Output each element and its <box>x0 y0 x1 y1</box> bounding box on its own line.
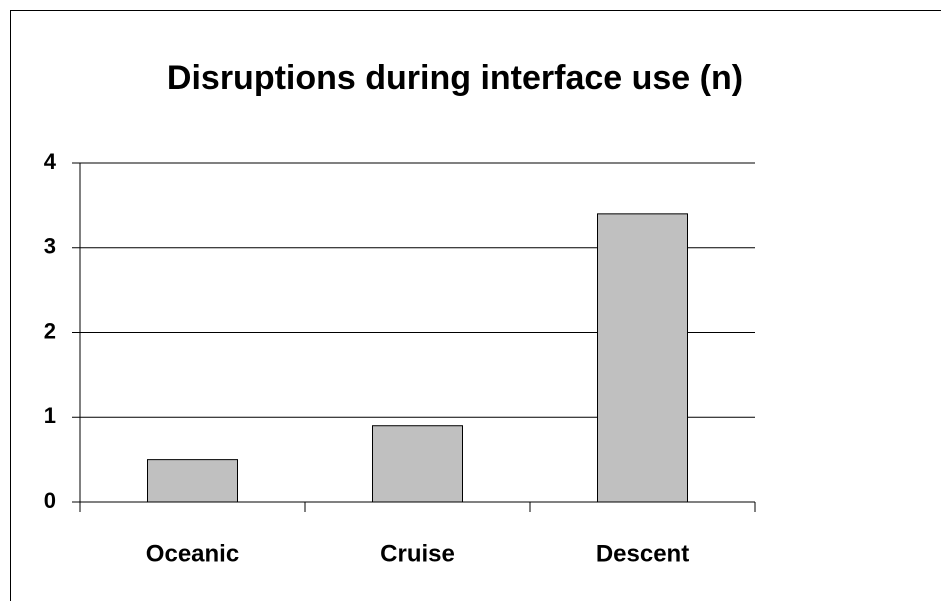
bar <box>597 213 688 503</box>
y-tick-label: 0 <box>44 488 56 513</box>
y-tick-label: 3 <box>44 234 56 259</box>
bar <box>147 459 238 503</box>
y-tick-label: 2 <box>44 318 56 343</box>
chart-title: Disruptions during interface use (n) <box>167 59 743 97</box>
x-tick-label: Descent <box>596 540 689 567</box>
x-tick-label: Oceanic <box>146 540 239 567</box>
y-tick-label: 1 <box>44 403 56 428</box>
x-tick-label: Cruise <box>380 540 455 567</box>
y-tick-label: 4 <box>44 149 57 174</box>
chart-frame <box>10 10 941 601</box>
bar <box>372 425 463 503</box>
